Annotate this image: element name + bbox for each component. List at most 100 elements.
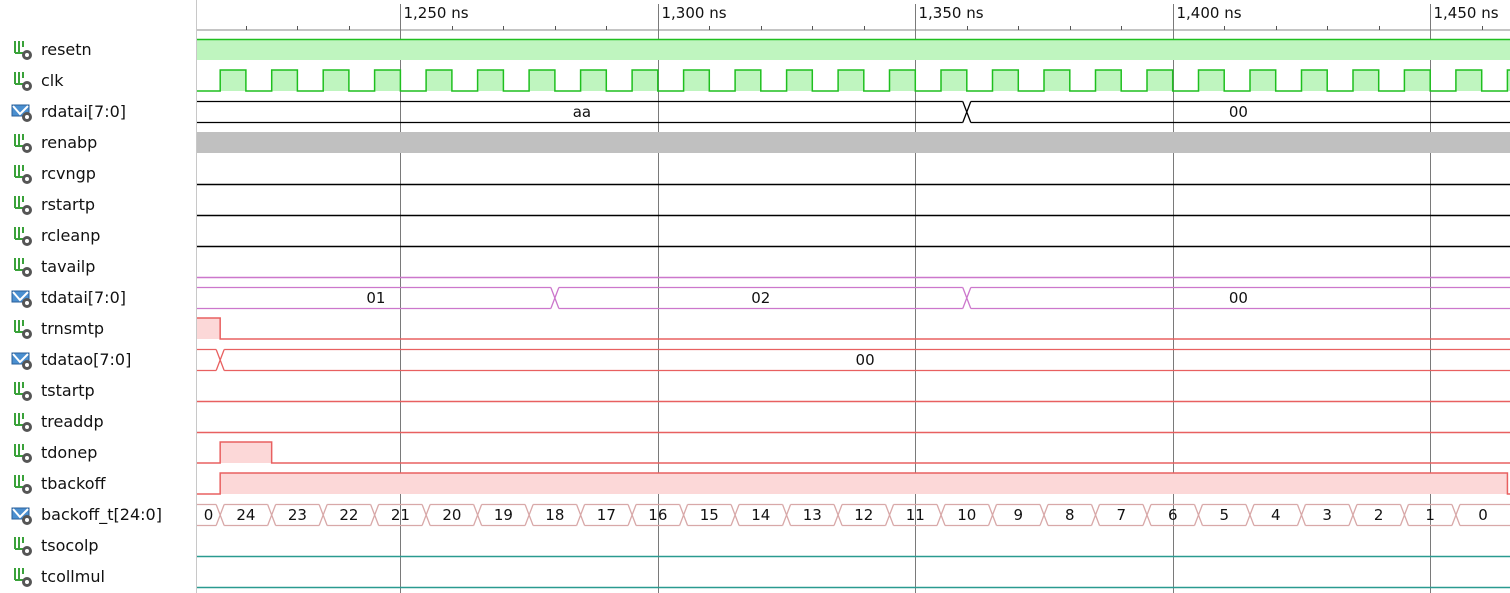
- bus-value-label: 0: [204, 506, 214, 524]
- bus-value-label: 2: [1374, 506, 1384, 524]
- signal-name-label: trnsmtp: [41, 319, 105, 338]
- logic-signal-icon: [14, 381, 32, 401]
- bus-transition: [962, 287, 972, 309]
- pulse-trace: [197, 441, 1510, 464]
- pulse-fill: [197, 318, 221, 339]
- clock-high-fill: [1198, 70, 1225, 91]
- signal-row-rcvngp[interactable]: rcvngp: [0, 158, 196, 189]
- waveform-clk[interactable]: [197, 69, 1510, 92]
- bus-value-label: 12: [854, 506, 873, 524]
- time-label: 1,350 ns: [919, 4, 984, 22]
- signal-name-label: rcvngp: [41, 164, 96, 183]
- bus-value-label: 13: [803, 506, 822, 524]
- clock-high-fill: [1455, 70, 1482, 91]
- logic-signal-icon: [14, 226, 32, 246]
- signal-row-resetn[interactable]: resetn: [0, 34, 196, 65]
- bus-transition: [267, 504, 277, 526]
- bus-value-label: 4: [1271, 506, 1281, 524]
- signal-row-tavailp[interactable]: tavailp: [0, 251, 196, 282]
- bus-value-label: 01: [366, 289, 385, 307]
- logic-signal-icon: [14, 412, 32, 432]
- clock-high-fill: [1301, 70, 1328, 91]
- waveform-trnsmtp[interactable]: [197, 317, 1510, 340]
- clock-high-fill: [889, 70, 916, 91]
- bus-transition: [473, 504, 483, 526]
- bus-value-label: 15: [700, 506, 719, 524]
- bus-transition: [936, 504, 946, 526]
- signal-row-trnsmtp[interactable]: trnsmtp: [0, 313, 196, 344]
- waveform-tdatao-7-0[interactable]: 00: [197, 348, 1510, 372]
- signal-row-rdatai-7-0[interactable]: rdatai[7:0]: [0, 96, 196, 127]
- bus-transition: [987, 504, 998, 526]
- bus-transition: [1399, 504, 1410, 526]
- signal-row-tdatai-7-0[interactable]: tdatai[7:0]: [0, 282, 196, 313]
- waveform-rdatai-7-0[interactable]: aa 00: [197, 100, 1510, 124]
- bus-value-label: 14: [751, 506, 770, 524]
- signal-row-renabp[interactable]: renabp: [0, 127, 196, 158]
- bus-transition: [678, 504, 689, 526]
- signal-name-label: tbackoff: [41, 474, 106, 493]
- signal-row-treaddp[interactable]: treaddp: [0, 406, 196, 437]
- waveform-backoff-t-24-0[interactable]: 0 24 23 22 21 20 19 18 17 16 15 14 13 12 11 10 9 8 7 6 5 4 3 2 1…: [197, 503, 1510, 527]
- bus-transition: [1039, 504, 1049, 526]
- logic-signal-icon: [14, 40, 32, 60]
- signal-row-rcleanp[interactable]: rcleanp: [0, 220, 196, 251]
- undefined-region: [197, 132, 1510, 153]
- signal-name-label: clk: [41, 71, 64, 90]
- bus-signal-icon: [11, 507, 32, 525]
- signal-row-backoff-t-24-0[interactable]: backoff_t[24:0]: [0, 499, 196, 530]
- time-label: 1,300 ns: [662, 4, 727, 22]
- bus-value-label: 02: [751, 289, 770, 307]
- logic-signal-icon: [14, 71, 32, 91]
- bus-value-label: 00: [1229, 103, 1248, 121]
- signal-row-tbackoff[interactable]: tbackoff: [0, 468, 196, 499]
- time-label: 1,400 ns: [1177, 4, 1242, 22]
- bus-value-label: 7: [1116, 506, 1126, 524]
- bus-transition: [421, 504, 431, 526]
- bus-transition: [1451, 504, 1461, 526]
- signal-row-tdonep[interactable]: tdonep: [0, 437, 196, 468]
- signal-name-label: tstartp: [41, 381, 95, 400]
- signal-row-clk[interactable]: clk: [0, 65, 196, 96]
- bus-transition: [524, 504, 534, 526]
- bus-transition: [550, 287, 560, 309]
- signal-name-panel: resetn clk rdatai[7:0] renabp rcvngp rstartp r…: [0, 0, 197, 593]
- waveform-tdatai-7-0[interactable]: 01 02 00: [197, 286, 1510, 310]
- waveform-renabp[interactable]: [197, 132, 1510, 153]
- bus-value-label: aa: [573, 103, 591, 121]
- waveform-resetn[interactable]: [197, 38, 1510, 60]
- bus-value-label: 17: [597, 506, 616, 524]
- bus-value-label: 21: [391, 506, 410, 524]
- bus-transition: [1142, 504, 1152, 526]
- bus-value-label: 22: [339, 506, 358, 524]
- bus-value-label: 23: [288, 506, 307, 524]
- signal-row-tdatao-7-0[interactable]: tdatao[7:0]: [0, 344, 196, 375]
- clock-high-fill: [426, 70, 452, 91]
- clock-high-fill: [1044, 70, 1070, 91]
- bus-value-label: 0: [1478, 506, 1488, 524]
- clock-high-fill: [683, 70, 710, 91]
- clock-high-fill: [632, 70, 658, 91]
- signal-name-label: tdatai[7:0]: [41, 288, 126, 307]
- clock-high-fill: [1095, 70, 1122, 91]
- bus-transition: [781, 504, 792, 526]
- bus-value-label: 00: [1229, 289, 1248, 307]
- signal-row-rstartp[interactable]: rstartp: [0, 189, 196, 220]
- signal-row-tstartp[interactable]: tstartp: [0, 375, 196, 406]
- clock-high-fill: [271, 70, 298, 91]
- bus-transition: [1245, 504, 1255, 526]
- clock-high-fill: [1352, 70, 1379, 91]
- pulse-fill: [220, 442, 272, 463]
- bus-transition: [1090, 504, 1101, 526]
- signal-name-label: rdatai[7:0]: [41, 102, 127, 121]
- bus-value-label: 20: [442, 506, 461, 524]
- signal-row-tcollmul[interactable]: tcollmul: [0, 561, 196, 592]
- bus-value-label: 18: [545, 506, 564, 524]
- signal-row-tsocolp[interactable]: tsocolp: [0, 530, 196, 561]
- clock-high-fill: [941, 70, 967, 91]
- waveform-tdonep[interactable]: [197, 441, 1510, 464]
- signal-name-label: renabp: [41, 133, 98, 152]
- bus-transition: [833, 504, 843, 526]
- waveform-tbackoff[interactable]: [197, 472, 1510, 495]
- bus-value-label: 6: [1168, 506, 1178, 524]
